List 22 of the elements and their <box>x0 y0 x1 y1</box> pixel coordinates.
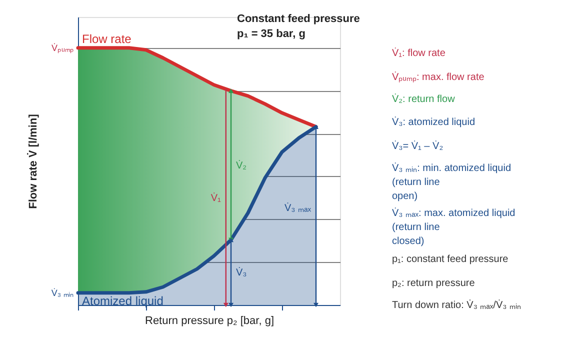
legend-label: Atomized liquid <box>82 294 164 308</box>
text: V̇ₚᵤₘₚ: max. flow rate <box>392 71 485 83</box>
chart-subtitle: p₁ = 35 bar, g <box>237 28 306 40</box>
x-axis-title: Return pressure p₂ [bar, g] <box>144 315 274 327</box>
annotation: V̇₃ ₘₐₓ <box>284 202 312 214</box>
text: Turn down ratio: V̇₃ ₘₐₓ/V̇₃ ₘᵢₙ <box>392 299 522 311</box>
text: V̇₃= V̇₁ – V̇₂ <box>392 140 444 152</box>
annotation: V̇₂ <box>236 160 247 172</box>
annotation: V̇₁ <box>210 192 222 204</box>
text: V̇ₚᵤₘₚ <box>52 42 74 54</box>
text: V̇₁: flow rate <box>392 47 446 59</box>
text: p₁: constant feed pressure <box>392 254 509 265</box>
text: V̇₃ ₘₐₓ: max. atomized liquid (return line closed) <box>392 207 516 247</box>
annotation: V̇₃ <box>236 266 247 278</box>
text: V̇₃ ₘᵢₙ <box>51 288 74 298</box>
chart-title: Constant feed pressure <box>237 13 360 25</box>
text: V̇₃: atomized liquid <box>392 116 476 128</box>
text: V̇₃ ₘᵢₙ: min. atomized liquid (return line open) <box>392 162 512 202</box>
text: p₂: return pressure <box>392 278 476 289</box>
text: V̇₂: return flow <box>392 93 456 105</box>
y-axis-title: Flow rate V̇ [l/min] <box>26 114 40 209</box>
series-label: Flow rate <box>82 32 132 46</box>
